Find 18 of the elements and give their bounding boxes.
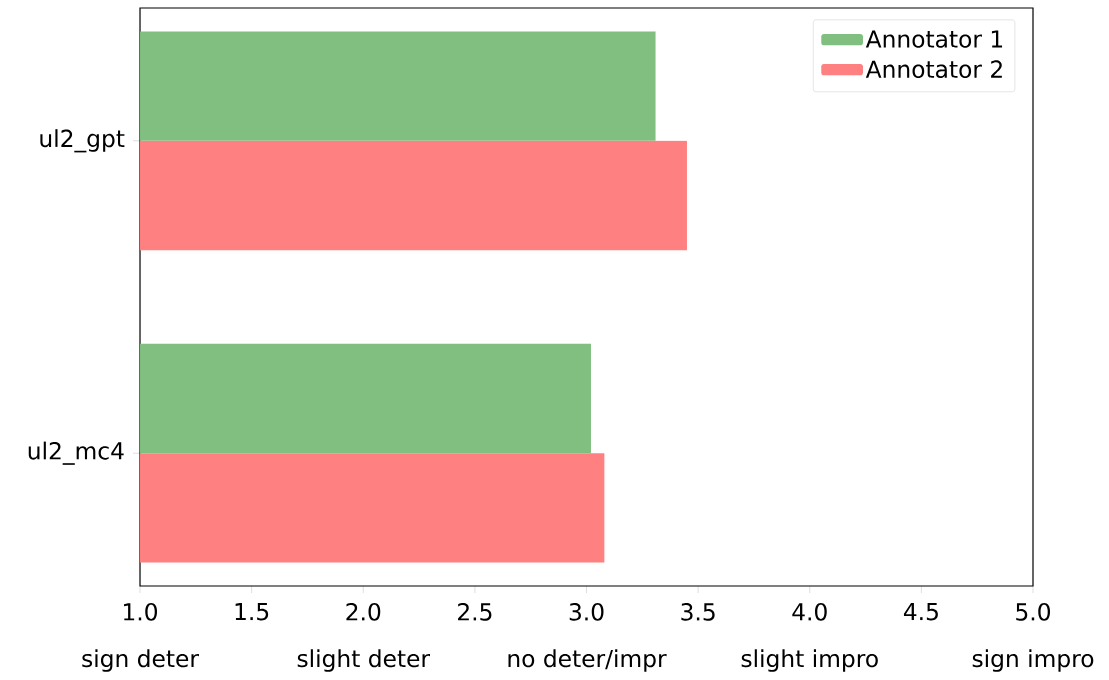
text: no deter/impr [508,649,667,673]
x-tick-label: 5.0 [1016,603,1051,621]
text: sign impro [972,649,1094,673]
text: sign deter [82,649,199,673]
x-tick-label: 2.0 [346,603,381,621]
legend-label: Annotator 1 [865,30,1003,49]
x-tick-label: 1.5 [235,603,269,621]
x-tick-label: 4.0 [792,603,827,621]
text: slight deter [297,649,431,673]
x-tick-label: 3.0 [569,603,604,621]
x-tick-label: 1.0 [124,603,158,621]
text: slight impro [741,649,878,673]
y-tick-label: ul2_mc4 [28,441,124,466]
legend-label: Annotator 2 [865,60,1002,79]
x-tick-label: 4.5 [903,603,938,621]
x-tick-label: 2.5 [458,603,492,621]
y-tick-label: ul2_gpt [40,129,125,153]
x-tick-label: 3.5 [681,603,715,621]
